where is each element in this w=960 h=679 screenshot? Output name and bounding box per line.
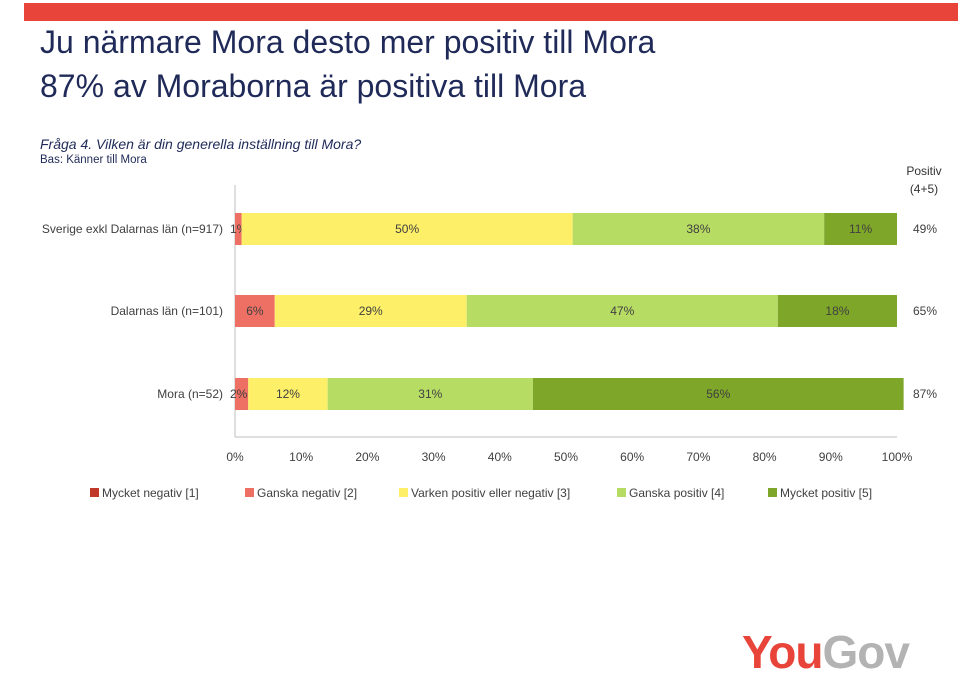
x-tick-label: 40% (488, 450, 512, 464)
data-label: 31% (418, 387, 442, 401)
x-tick-label: 60% (620, 450, 644, 464)
legend-label: Ganska positiv [4] (629, 486, 724, 500)
positive-total-label: 49% (913, 222, 937, 236)
bar-segment (235, 295, 275, 327)
legend-swatch (245, 488, 254, 497)
x-tick-label: 70% (686, 450, 710, 464)
bar-segment (824, 213, 897, 245)
data-label: 38% (686, 222, 710, 236)
category-label: Mora (n=52) (157, 387, 223, 401)
data-label: 6% (246, 304, 264, 318)
logo-gov: Gov (822, 626, 909, 678)
bar-segment (235, 213, 242, 245)
page-title-line1: Ju närmare Mora desto mer positiv till M… (40, 24, 656, 60)
legend-label: Ganska negativ [2] (257, 486, 357, 500)
bar-segment (532, 378, 904, 410)
data-label: 56% (706, 387, 730, 401)
x-tick-label: 100% (882, 450, 913, 464)
bar-segment (274, 295, 467, 327)
positive-total-label: 87% (913, 387, 937, 401)
data-label: 12% (276, 387, 300, 401)
x-tick-label: 90% (819, 450, 843, 464)
legend-label: Mycket negativ [1] (102, 486, 199, 500)
x-tick-label: 10% (289, 450, 313, 464)
bar-segment (777, 295, 897, 327)
x-tick-label: 50% (554, 450, 578, 464)
legend-label: Mycket positiv [5] (780, 486, 872, 500)
positive-heading-line2: (4+5) (909, 182, 939, 196)
stacked-bar-chart: 0% 10% 20% 30% 40% 50% 60% 70% 80% 90% 100% Sverige… (42, 185, 937, 500)
category-label: Sverige exkl Dalarnas län (n=917) (42, 222, 223, 236)
positive-column-heading: Positiv (4+5) (896, 162, 952, 198)
page-title-line2: 87% av Moraborna är positiva till Mora (40, 68, 587, 104)
logo-you: You (742, 626, 823, 678)
data-label: 29% (359, 304, 383, 318)
bar-segment (248, 378, 328, 410)
bar-segment (466, 295, 778, 327)
x-tick-label: 20% (355, 450, 379, 464)
legend-swatch (617, 488, 626, 497)
data-label: 47% (610, 304, 634, 318)
x-tick-label: 0% (226, 450, 244, 464)
survey-base: Bas: Känner till Mora (40, 154, 147, 166)
legend-swatch (399, 488, 408, 497)
yougov-logo: YouGov (742, 625, 910, 679)
top-accent-bar (24, 3, 958, 21)
data-label: 50% (395, 222, 419, 236)
legend-swatch (90, 488, 99, 497)
category-label: Dalarnas län (n=101) (111, 304, 223, 318)
x-tick-label: 80% (753, 450, 777, 464)
data-label: 18% (825, 304, 849, 318)
data-label: 2% (230, 387, 248, 401)
survey-question: Fråga 4. Vilken är din generella inställ… (40, 136, 362, 152)
data-label: 11% (849, 222, 872, 236)
bar-segment (327, 378, 533, 410)
bar-segment (572, 213, 825, 245)
bar-segment (241, 213, 573, 245)
x-tick-label: 30% (422, 450, 446, 464)
positive-total-label: 65% (913, 304, 937, 318)
positive-heading-line1: Positiv (906, 164, 942, 178)
legend-label: Varken positiv eller negativ [3] (411, 486, 570, 500)
bar-segment (235, 378, 249, 410)
legend-swatch (768, 488, 777, 497)
